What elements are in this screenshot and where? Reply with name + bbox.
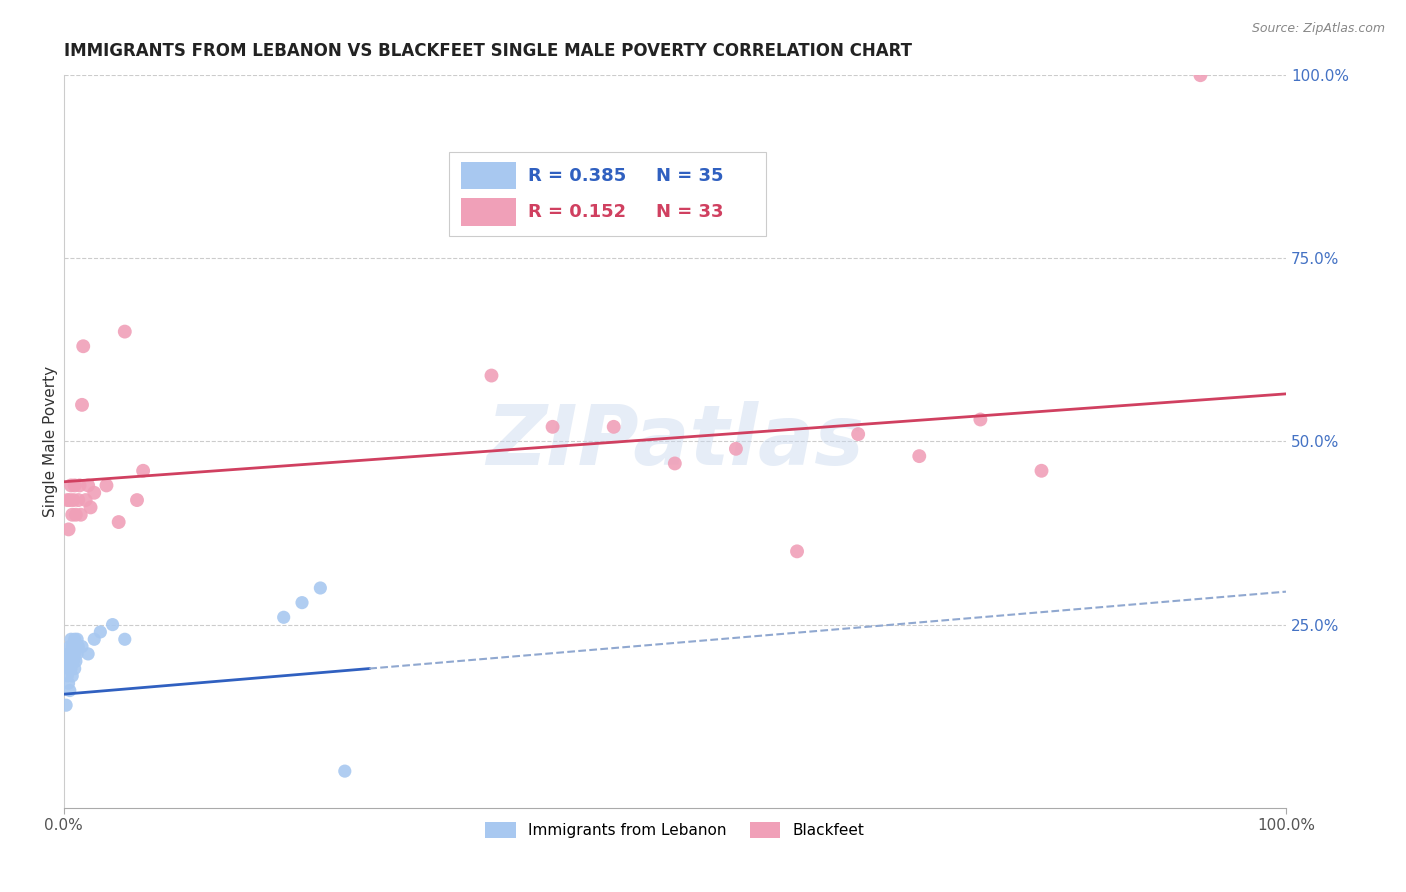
Point [62, 493, 84, 508]
Point [59, 683, 82, 698]
Point [724, 442, 747, 456]
Point [89, 624, 111, 639]
Point [60, 632, 83, 647]
Point [56, 493, 79, 508]
Point [60, 669, 83, 683]
Point [1031, 464, 1053, 478]
Point [969, 412, 991, 426]
Point [83, 632, 105, 647]
Point [786, 544, 808, 558]
Point [59, 654, 82, 668]
Text: N = 35: N = 35 [657, 167, 724, 185]
Point [69, 508, 91, 522]
FancyBboxPatch shape [449, 153, 766, 236]
Point [63, 632, 86, 647]
Point [60, 662, 83, 676]
Point [55, 698, 77, 713]
Point [79, 500, 101, 515]
Point [72, 339, 94, 353]
Point [67, 493, 90, 508]
Point [541, 420, 564, 434]
Point [83, 485, 105, 500]
Point [101, 617, 124, 632]
Point [60, 478, 83, 492]
Point [132, 464, 155, 478]
Point [125, 493, 148, 508]
Point [58, 647, 80, 661]
Point [66, 647, 89, 661]
Point [273, 610, 295, 624]
Point [846, 427, 869, 442]
Text: R = 0.385: R = 0.385 [529, 167, 627, 185]
Point [65, 508, 87, 522]
Point [69, 478, 91, 492]
Text: Source: ZipAtlas.com: Source: ZipAtlas.com [1251, 22, 1385, 36]
Text: N = 33: N = 33 [657, 203, 724, 221]
Point [59, 640, 82, 654]
Point [75, 493, 97, 508]
Text: R = 0.152: R = 0.152 [529, 203, 626, 221]
FancyBboxPatch shape [461, 161, 516, 189]
Point [62, 640, 84, 654]
Text: IMMIGRANTS FROM LEBANON VS BLACKFEET SINGLE MALE POVERTY CORRELATION CHART: IMMIGRANTS FROM LEBANON VS BLACKFEET SIN… [63, 42, 911, 60]
Point [60, 640, 83, 654]
Point [70, 640, 93, 654]
Point [63, 662, 86, 676]
Legend: Immigrants from Lebanon, Blackfeet: Immigrants from Lebanon, Blackfeet [479, 816, 870, 844]
Point [56, 669, 79, 683]
Point [602, 420, 624, 434]
Point [60, 647, 83, 661]
FancyBboxPatch shape [461, 198, 516, 226]
Point [65, 654, 87, 668]
Point [63, 647, 86, 661]
Point [291, 596, 314, 610]
Point [62, 654, 84, 668]
Point [1189, 68, 1212, 82]
Point [77, 647, 100, 661]
Point [58, 676, 80, 690]
Point [60, 508, 83, 522]
Point [481, 368, 503, 383]
Point [60, 654, 83, 668]
Point [114, 325, 136, 339]
Point [107, 515, 129, 529]
Point [333, 764, 356, 778]
Point [70, 398, 93, 412]
Y-axis label: Single Male Poverty: Single Male Poverty [44, 366, 58, 517]
Point [56, 654, 79, 668]
Point [58, 522, 80, 536]
Point [908, 449, 931, 463]
Point [66, 632, 89, 647]
Point [96, 478, 118, 492]
Point [309, 581, 332, 595]
Point [59, 493, 82, 508]
Point [65, 640, 87, 654]
Point [77, 478, 100, 492]
Point [63, 478, 86, 492]
Point [664, 457, 686, 471]
Point [58, 662, 80, 676]
Point [67, 640, 90, 654]
Text: ZIPatlas: ZIPatlas [486, 401, 863, 482]
Point [114, 632, 136, 647]
